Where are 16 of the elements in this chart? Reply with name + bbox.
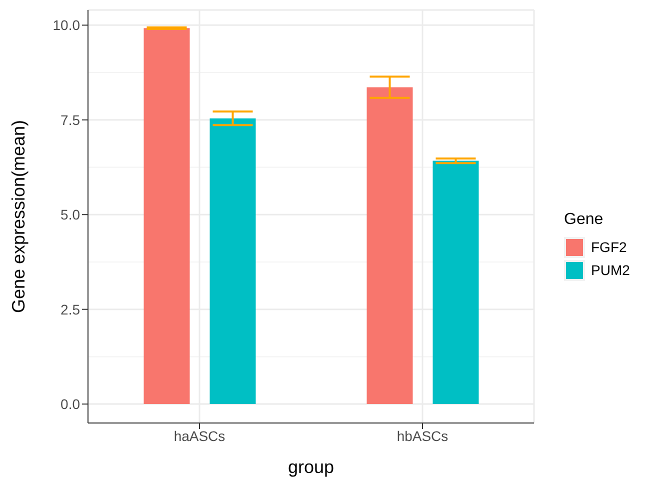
y-tick-label: 10.0 [52, 17, 80, 34]
y-tick-label: 2.5 [60, 301, 80, 318]
legend-title: Gene [564, 210, 604, 228]
bar [144, 28, 190, 404]
x-tick-label: haASCs [174, 428, 226, 444]
bar [366, 87, 413, 404]
bar [432, 160, 479, 404]
legend-label: FGF2 [591, 239, 627, 255]
x-axis-title: group [288, 457, 334, 477]
y-tick-label: 5.0 [60, 206, 80, 223]
bar [210, 118, 256, 404]
y-axis-title: Gene expression(mean) [8, 120, 28, 314]
y-tick-label: 0.0 [60, 396, 80, 412]
y-tick-label: 7.5 [60, 112, 80, 128]
legend-label: PUM2 [591, 262, 630, 278]
x-tick-label: hbASCs [396, 428, 448, 444]
